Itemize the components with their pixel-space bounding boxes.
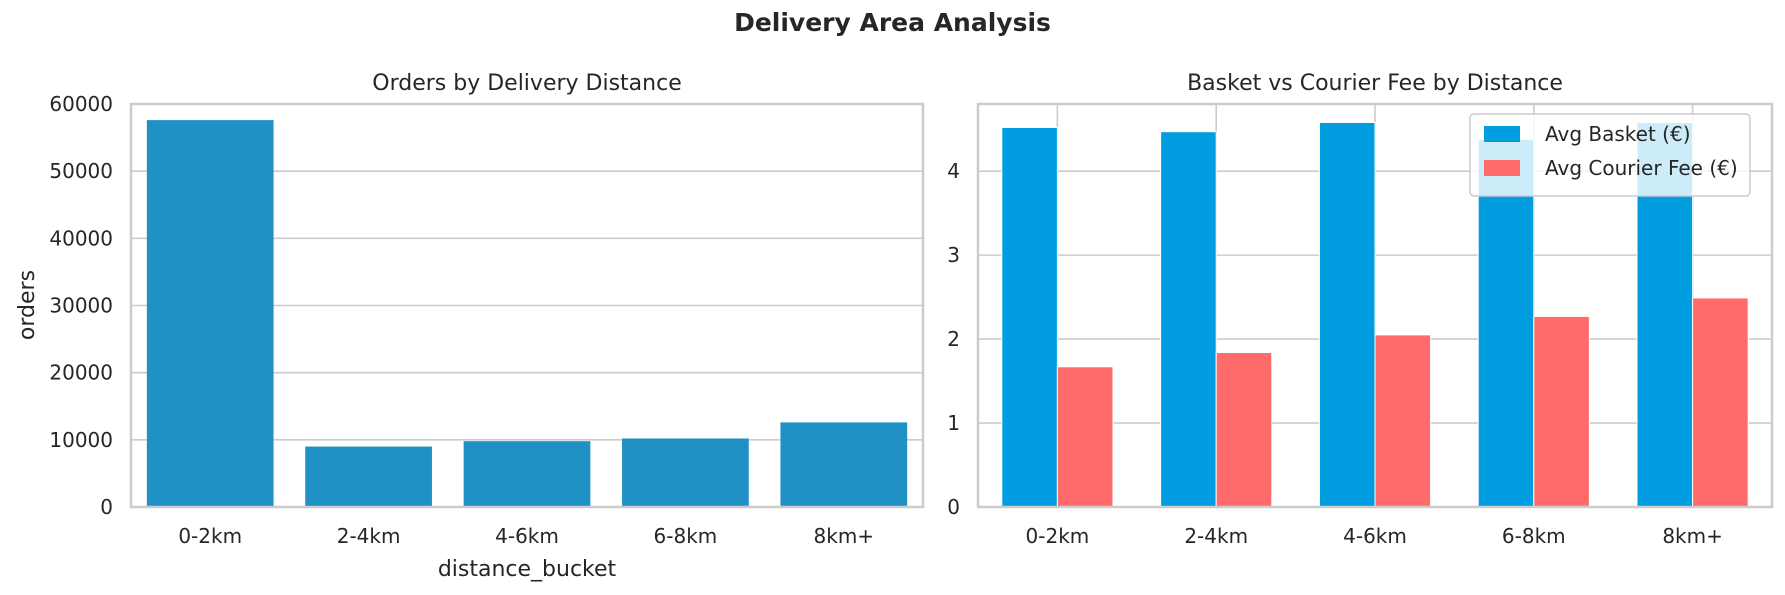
basket-fee-x-tick-label: 2-4km — [1184, 524, 1248, 548]
legend-label-avg-basket: Avg Basket (€) — [1545, 122, 1691, 146]
avg-basket-bar — [1001, 127, 1058, 508]
basket-fee-x-ticks: 0-2km 2-4km 4-6km 6-8km 8km+ — [1026, 524, 1723, 548]
basket-fee-y-tick-label: 2 — [947, 327, 960, 351]
orders-x-tick-label: 0-2km — [178, 524, 242, 548]
orders-x-tick-label: 2-4km — [337, 524, 401, 548]
legend-box — [1469, 113, 1751, 197]
basket-fee-legend: Avg Basket (€) Avg Courier Fee (€) — [1469, 113, 1751, 197]
avg-courier-fee-bar — [1215, 352, 1273, 508]
orders-bar — [146, 120, 274, 508]
avg-basket-bar — [1318, 121, 1376, 508]
orders-y-axis-label: orders — [15, 270, 40, 340]
orders-y-tick-label: 0 — [100, 495, 113, 519]
basket-fee-x-tick-label: 0-2km — [1026, 524, 1090, 548]
basket-fee-chart-title: Basket vs Courier Fee by Distance — [1187, 71, 1563, 96]
orders-bar — [463, 441, 591, 507]
legend-swatch-avg-courier-fee — [1484, 160, 1520, 176]
legend-swatch-avg-basket — [1484, 126, 1520, 142]
orders-x-ticks: 0-2km 2-4km 4-6km 6-8km 8km+ — [178, 524, 874, 548]
basket-fee-y-tick-label: 4 — [947, 159, 960, 183]
basket-fee-x-tick-label: 6-8km — [1502, 524, 1566, 548]
basket-vs-fee-chart: 0 1 2 3 4 0-2km 2-4km 4-6km 6-8km 8km+ Basket vs… — [947, 71, 1774, 548]
orders-chart: 0 10000 20000 30000 40000 50000 60000 0-2km 2-4… — [15, 71, 925, 582]
basket-fee-y-tick-label: 0 — [947, 495, 960, 519]
avg-courier-fee-bar — [1533, 315, 1590, 508]
basket-fee-x-tick-label: 8km+ — [1662, 524, 1723, 548]
orders-y-tick-label: 40000 — [49, 226, 113, 250]
avg-courier-fee-bar — [1374, 334, 1432, 508]
basket-fee-y-ticks: 0 1 2 3 4 — [947, 159, 960, 519]
basket-fee-x-tick-label: 4-6km — [1343, 524, 1407, 548]
avg-courier-fee-bar — [1692, 297, 1749, 508]
figure-title: Delivery Area Analysis — [734, 8, 1051, 37]
orders-x-tick-label: 6-8km — [654, 524, 718, 548]
basket-fee-axes-frame — [976, 102, 1774, 509]
orders-y-tick-label: 60000 — [49, 92, 113, 116]
orders-bar — [780, 422, 908, 507]
orders-x-tick-label: 4-6km — [495, 524, 559, 548]
orders-bars — [146, 120, 908, 508]
basket-fee-y-tick-label: 1 — [947, 411, 960, 435]
orders-y-ticks: 0 10000 20000 30000 40000 50000 60000 — [49, 92, 113, 519]
orders-x-axis-label: distance_bucket — [438, 557, 617, 582]
orders-y-tick-label: 50000 — [49, 159, 113, 183]
avg-courier-fee-bar — [1056, 366, 1114, 508]
orders-x-tick-label: 8km+ — [814, 524, 875, 548]
basket-fee-y-tick-label: 3 — [947, 243, 960, 267]
avg-basket-bar — [1160, 131, 1217, 508]
orders-chart-title: Orders by Delivery Distance — [372, 71, 681, 96]
orders-y-tick-label: 10000 — [49, 428, 113, 452]
orders-axes-frame — [129, 102, 925, 509]
legend-label-avg-courier-fee: Avg Courier Fee (€) — [1545, 156, 1738, 180]
orders-y-tick-label: 30000 — [49, 294, 113, 318]
avg-basket-bar — [1477, 138, 1535, 508]
orders-bar — [622, 438, 749, 507]
orders-y-tick-label: 20000 — [49, 361, 113, 385]
orders-bar — [305, 446, 432, 507]
